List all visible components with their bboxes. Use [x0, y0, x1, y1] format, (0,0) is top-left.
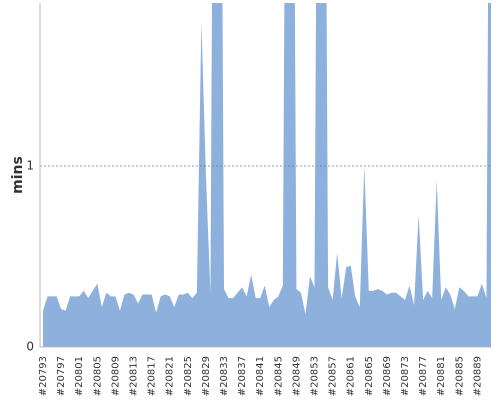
- x-tick-label: #20869: [382, 356, 393, 396]
- x-tick-label: #20817: [147, 356, 158, 396]
- y-axis-label: mins: [10, 156, 26, 194]
- x-tick-label: #20841: [255, 356, 266, 396]
- x-tick-label: #20793: [38, 356, 49, 396]
- x-tick-label: #20809: [110, 356, 121, 396]
- x-tick-label: #20821: [165, 356, 176, 396]
- area: [43, 3, 491, 347]
- x-tick-label: #20881: [436, 356, 447, 396]
- x-tick-label: #20797: [56, 356, 67, 396]
- x-tick-label: #20889: [472, 356, 483, 396]
- x-tick-label: #20829: [201, 356, 212, 396]
- x-tick-label: #20885: [454, 356, 465, 396]
- x-tick-label: #20833: [219, 356, 230, 396]
- x-tick-label: #20825: [183, 356, 194, 396]
- x-tick-label: #20861: [346, 356, 357, 396]
- x-tick-label: #20849: [291, 356, 302, 396]
- x-tick-label: #20873: [400, 356, 411, 396]
- x-tick-label: #20845: [273, 356, 284, 396]
- x-tick-label: #20877: [418, 356, 429, 396]
- y-tick-label: 0: [26, 340, 34, 354]
- y-tick-label: 1: [26, 159, 34, 173]
- x-tick-label: #20857: [328, 356, 339, 396]
- x-tick-label: #20853: [310, 356, 321, 396]
- x-tick-label: #20805: [92, 356, 103, 396]
- x-tick-label: #20801: [74, 356, 85, 396]
- x-tick-label: #20813: [129, 356, 140, 396]
- x-tick-label: #20865: [364, 356, 375, 396]
- x-tick-label: #20837: [237, 356, 248, 396]
